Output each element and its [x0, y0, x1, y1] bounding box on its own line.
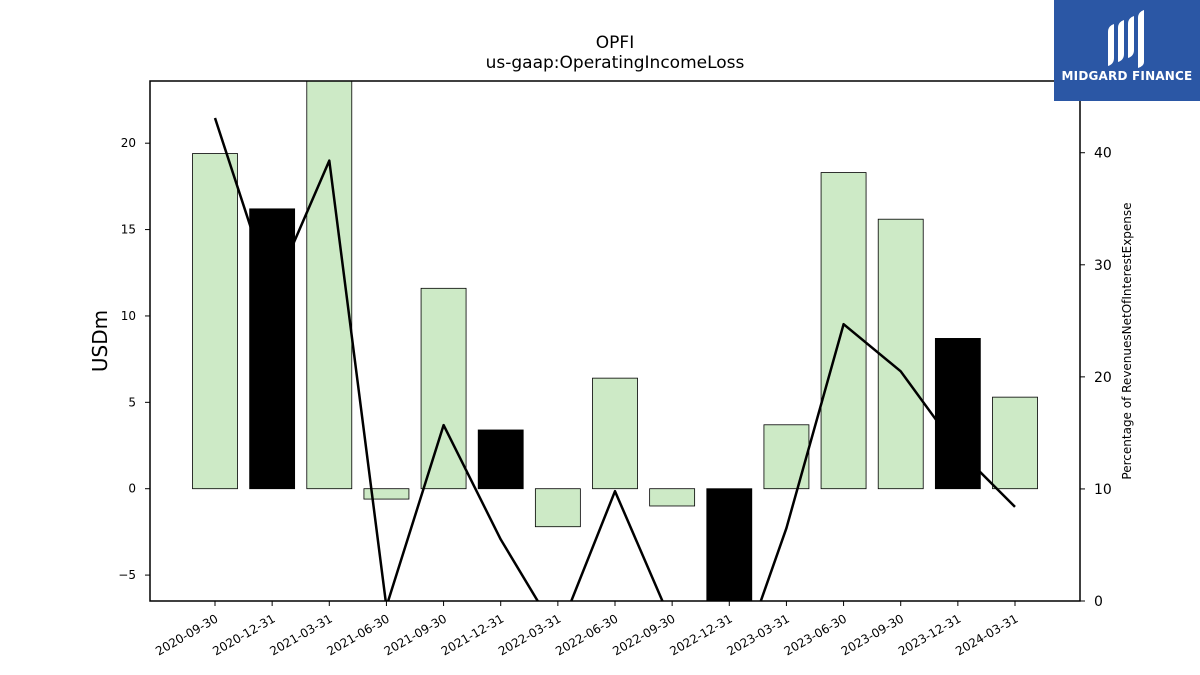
bar: [992, 396, 1038, 490]
left-tick-label: 5: [128, 395, 136, 409]
x-tick-label: 2023-03-31: [725, 611, 792, 658]
bar: [592, 377, 638, 490]
right-axis: 0 10 20 30 40: [1080, 146, 1112, 610]
x-tick-label: 2023-06-30: [782, 611, 849, 658]
bar: [706, 488, 753, 601]
x-tick-label: 2022-09-30: [610, 611, 677, 658]
bar: [877, 218, 924, 490]
left-tick-label: 0: [128, 482, 136, 496]
right-tick-label: 0: [1094, 594, 1103, 610]
x-tick-label: 2022-03-31: [496, 611, 563, 658]
left-tick-label: 10: [121, 309, 136, 323]
x-tick-label: 2020-09-30: [153, 611, 220, 658]
x-tick-label: 2020-12-31: [210, 611, 277, 658]
line-series: [213, 117, 1016, 601]
x-tick-label: 2021-06-30: [325, 611, 392, 658]
right-tick-label: 30: [1094, 258, 1112, 274]
chart-subtitle: us-gaap:OperatingIncomeLoss: [486, 53, 745, 73]
x-tick-label: 2024-03-31: [953, 611, 1020, 658]
left-tick-label: 20: [121, 136, 136, 150]
brand-mark-icon: [1108, 10, 1144, 68]
x-tick-label: 2023-09-30: [839, 611, 906, 658]
x-tick-label: 2022-06-30: [553, 611, 620, 658]
bar: [363, 488, 410, 500]
left-tick-label: 15: [121, 223, 136, 237]
y-axis-label: USDm: [88, 310, 112, 372]
brand-name: MIDGARD FINANCE: [1061, 69, 1193, 83]
right-tick-label: 40: [1094, 146, 1112, 162]
brand-logo: MIDGARD FINANCE: [1054, 0, 1200, 101]
x-tick-label: 2021-03-31: [267, 611, 334, 658]
chart-title: OPFI: [596, 33, 634, 53]
bar: [649, 488, 696, 507]
bar-series: [192, 81, 1038, 601]
x-tick-label: 2021-09-30: [382, 611, 449, 658]
x-tick-label: 2023-12-31: [896, 611, 963, 658]
right-tick-label: 10: [1094, 482, 1112, 498]
x-axis: 2020-09-302020-12-312021-03-312021-06-30…: [153, 601, 1021, 658]
y2-axis-label: Percentage of RevenuesNetOfInterestExpen…: [1120, 202, 1134, 479]
bar: [534, 488, 581, 528]
bar: [477, 429, 524, 490]
bar: [192, 153, 238, 490]
left-tick-label: −5: [118, 568, 136, 582]
bar: [763, 424, 810, 490]
x-tick-label: 2021-12-31: [439, 611, 506, 658]
right-tick-label: 20: [1094, 370, 1112, 386]
x-tick-label: 2022-12-31: [667, 611, 734, 658]
left-axis: −5 0 5 10 15 20: [118, 136, 150, 582]
bar: [820, 172, 867, 490]
percentage-line: [213, 117, 1016, 601]
bar: [249, 208, 296, 490]
